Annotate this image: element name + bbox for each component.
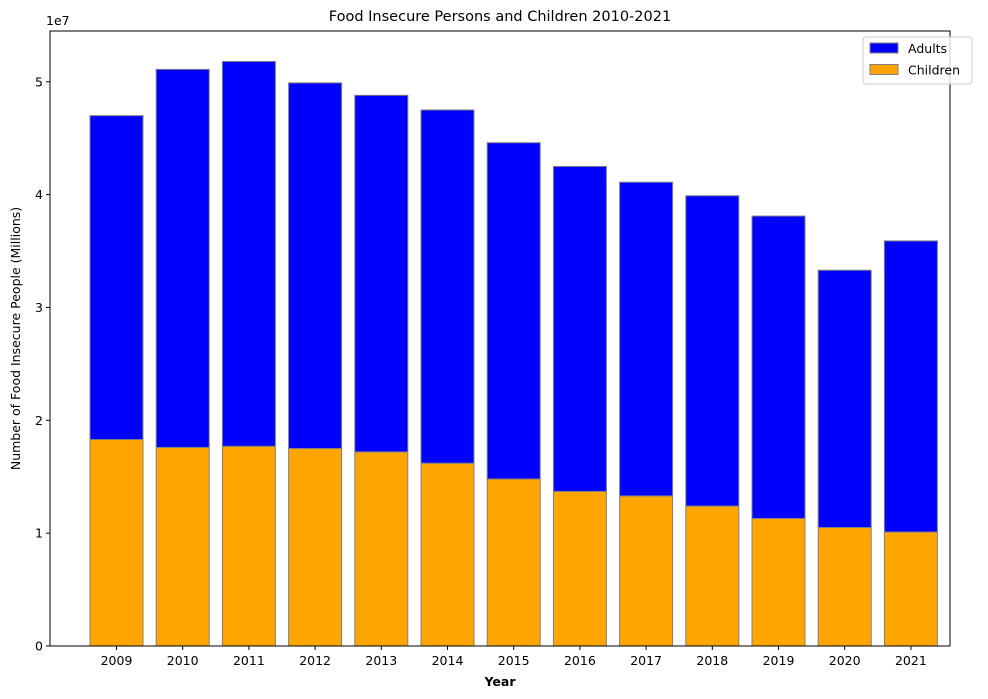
y-tick-label: 2 (35, 413, 43, 428)
x-tick-label: 2020 (829, 653, 861, 668)
x-tick-label: 2021 (895, 653, 927, 668)
bar-children-2016 (552, 490, 607, 647)
bar-adults-2013 (354, 94, 409, 453)
bar-adults-2015 (486, 142, 541, 480)
chart-title: Food Insecure Persons and Children 2010-… (329, 9, 671, 25)
bar-children-2021 (883, 531, 938, 647)
bar-adults-2009 (89, 115, 144, 440)
bar-children-2019 (751, 517, 806, 647)
bar-children-2014 (420, 462, 475, 647)
bar-adults-2018 (685, 195, 740, 507)
x-tick-label: 2019 (763, 653, 795, 668)
bar-children-2013 (354, 451, 409, 647)
bar-adults-2017 (619, 181, 674, 497)
x-tick-label: 2018 (696, 653, 728, 668)
x-tick-label: 2014 (432, 653, 464, 668)
y-tick-label: 3 (35, 300, 43, 315)
axes-frame (49, 30, 951, 647)
plot-area (89, 60, 938, 647)
bar-children-2015 (486, 478, 541, 647)
bar-adults-2020 (817, 269, 872, 529)
x-tick-label: 2015 (498, 653, 530, 668)
bar-children-2018 (685, 505, 740, 647)
x-tick-label: 2009 (101, 653, 133, 668)
legend-swatch-children (869, 64, 899, 75)
legend-label-adults: Adults (908, 41, 947, 56)
bar-adults-2014 (420, 109, 475, 464)
bar-adults-2012 (288, 82, 343, 450)
bar-adults-2021 (883, 240, 938, 533)
legend-swatch-adults (869, 42, 899, 54)
y-axis-offset-text: 1e7 (46, 13, 70, 28)
bar-adults-2011 (221, 60, 276, 447)
x-tick-label: 2011 (233, 653, 265, 668)
bar-adults-2016 (552, 165, 607, 492)
legend: Adults Children (862, 36, 973, 85)
bar-children-2009 (89, 438, 144, 647)
legend-label-children: Children (908, 63, 960, 78)
bar-children-2011 (221, 445, 276, 647)
bar-adults-2010 (155, 68, 210, 448)
y-axis-label: Number of Food Insecure People (Millions… (8, 207, 23, 470)
x-axis-label: Year (484, 674, 517, 689)
y-tick-label: 5 (35, 74, 43, 89)
bar-adults-2019 (751, 215, 806, 519)
x-tick-label: 2016 (564, 653, 596, 668)
x-tick-label: 2012 (299, 653, 331, 668)
y-tick-label: 4 (35, 187, 43, 202)
x-tick-label: 2010 (167, 653, 199, 668)
y-tick-label: 0 (35, 639, 43, 654)
bar-children-2017 (619, 495, 674, 647)
bar-children-2020 (817, 527, 872, 647)
bar-children-2010 (155, 446, 210, 647)
x-tick-label: 2013 (365, 653, 397, 668)
bar-children-2012 (288, 448, 343, 647)
x-tick-label: 2017 (630, 653, 662, 668)
y-tick-label: 1 (35, 526, 43, 541)
